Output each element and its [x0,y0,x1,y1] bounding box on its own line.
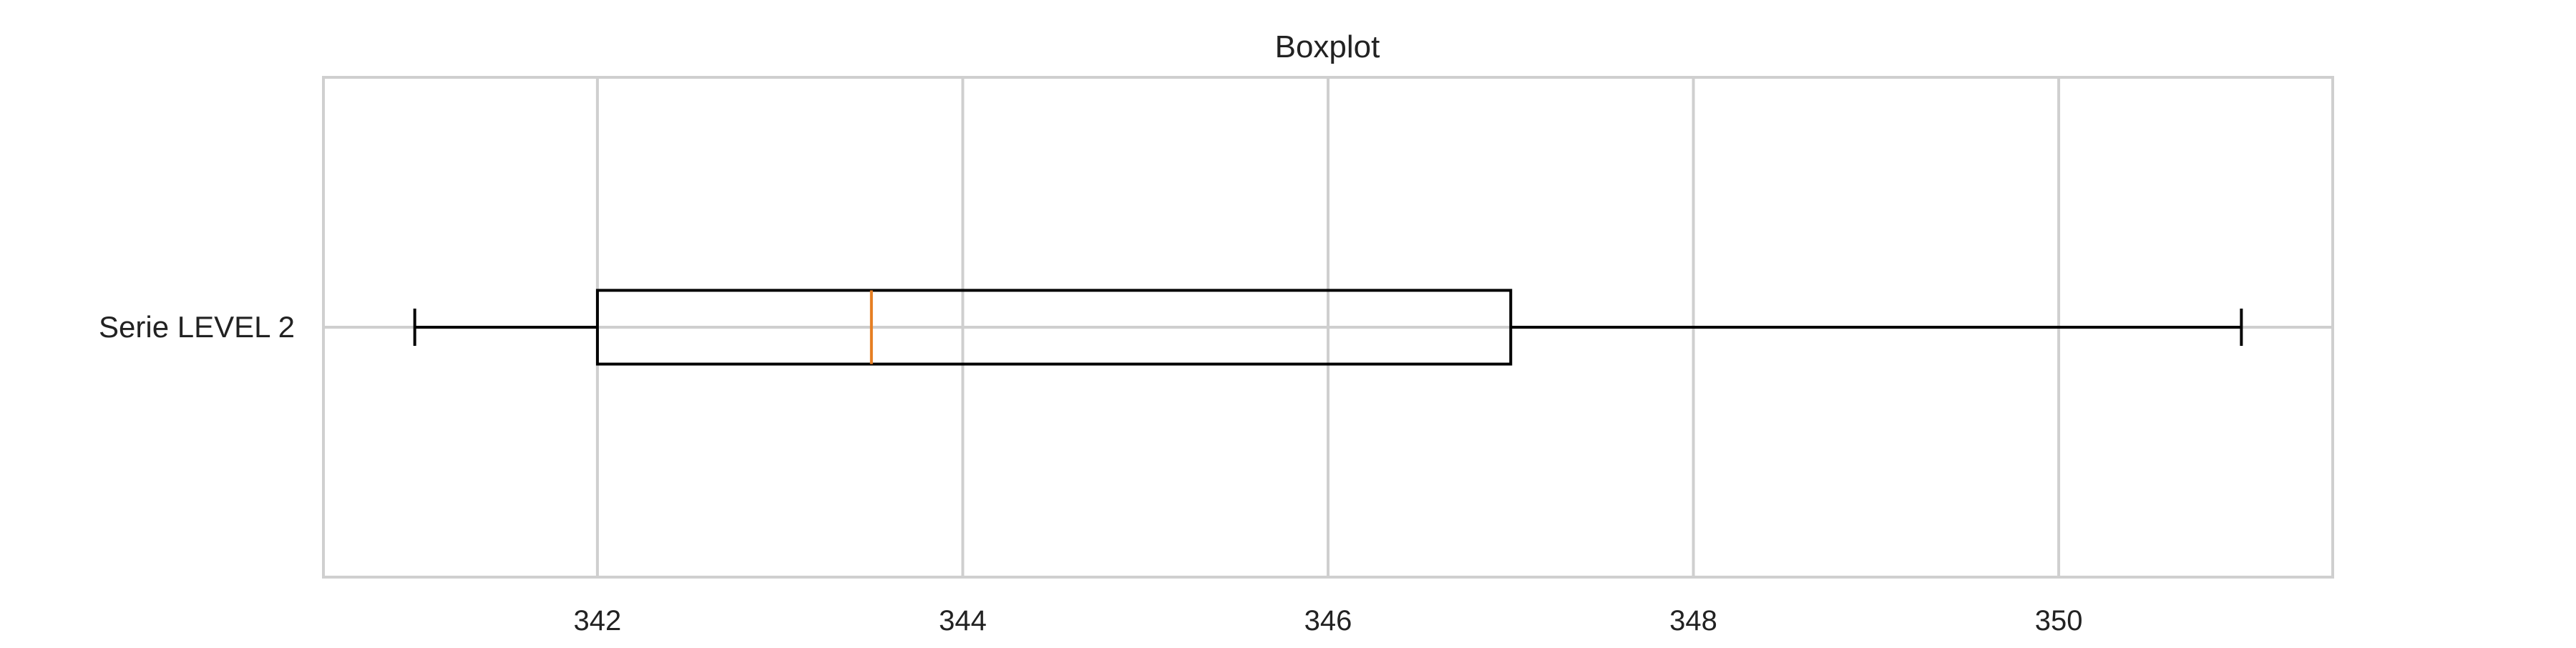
box-iqr [595,289,1513,366]
x-tick-label: 348 [1669,605,1717,637]
x-tick-label: 350 [2035,605,2083,637]
chart-title: Boxplot [1275,29,1380,64]
x-tick-label: 342 [574,605,622,637]
plot-frame [322,76,2334,579]
label-layer: 342 344 346 348 350 Serie LEVEL 2 [99,310,2082,637]
x-tick-label: 344 [939,605,987,637]
x-tick-label: 346 [1304,605,1352,637]
data-layer [413,289,2243,366]
y-category-label: Serie LEVEL 2 [99,310,295,344]
